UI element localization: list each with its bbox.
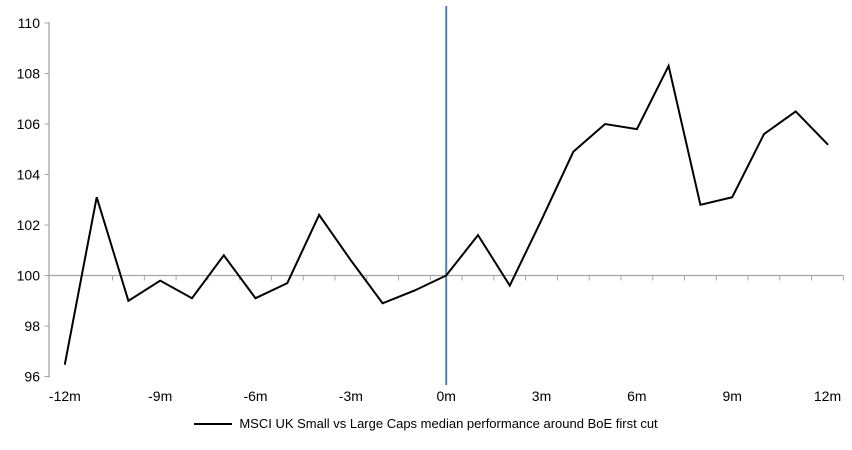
x-tick-label: -12m	[49, 388, 81, 404]
x-tick-label: 0m	[436, 388, 455, 404]
y-tick-label: 110	[18, 15, 41, 31]
x-tick-label: -9m	[148, 388, 172, 404]
x-tick-label: -6m	[243, 388, 267, 404]
x-tick-label: 6m	[627, 388, 646, 404]
y-tick-label: 100	[17, 268, 41, 284]
y-tick-label: 98	[24, 318, 40, 334]
x-tick-label: -3m	[339, 388, 363, 404]
x-tick-label: 9m	[722, 388, 741, 404]
y-tick-label: 102	[17, 217, 41, 233]
y-tick-label: 108	[17, 66, 41, 82]
legend-line-swatch	[194, 422, 233, 425]
legend: MSCI UK Small vs Large Caps median perfo…	[0, 416, 852, 431]
y-tick-label: 96	[24, 369, 40, 385]
series-line	[63, 62, 829, 365]
y-tick-label: 106	[17, 116, 41, 132]
legend-label: MSCI UK Small vs Large Caps median perfo…	[239, 416, 658, 431]
x-tick-label: 3m	[532, 388, 551, 404]
x-tick-label: 12m	[814, 388, 841, 404]
y-tick-label: 104	[17, 167, 41, 183]
